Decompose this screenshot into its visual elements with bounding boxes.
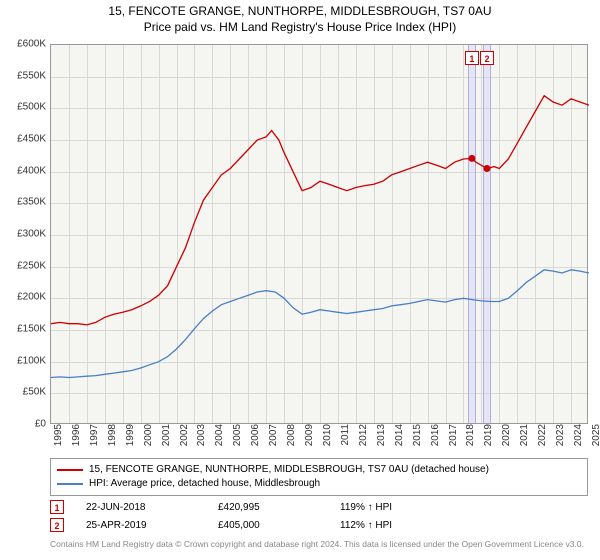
- plot-area: 12: [50, 44, 588, 424]
- y-tick-label: £500K: [2, 102, 46, 113]
- y-tick-label: £250K: [2, 260, 46, 271]
- x-tick-label: 2005: [232, 424, 243, 454]
- y-tick-label: £450K: [2, 134, 46, 145]
- x-tick-label: 1995: [53, 424, 64, 454]
- y-tick-label: £0: [2, 419, 46, 430]
- y-tick-label: £400K: [2, 165, 46, 176]
- y-tick-label: £50K: [2, 387, 46, 398]
- transaction-pct: 119% ↑ HPI: [340, 502, 460, 513]
- x-tick-label: 1998: [107, 424, 118, 454]
- x-tick-label: 2010: [322, 424, 333, 454]
- x-tick-label: 2017: [448, 424, 459, 454]
- legend-row: 15, FENCOTE GRANGE, NUNTHORPE, MIDDLESBR…: [57, 463, 581, 477]
- transaction-date: 25-APR-2019: [86, 520, 196, 531]
- x-tick-label: 1997: [89, 424, 100, 454]
- x-tick-label: 2013: [376, 424, 387, 454]
- transaction-price: £405,000: [218, 520, 318, 531]
- x-tick-label: 2012: [358, 424, 369, 454]
- y-tick-label: £200K: [2, 292, 46, 303]
- x-tick-label: 2024: [573, 424, 584, 454]
- transaction-date: 22-JUN-2018: [86, 502, 196, 513]
- y-tick-label: £300K: [2, 229, 46, 240]
- x-tick-label: 2009: [304, 424, 315, 454]
- transaction-row: 2 25-APR-2019 £405,000 112% ↑ HPI: [50, 518, 588, 532]
- title-sub: Price paid vs. HM Land Registry's House …: [0, 20, 600, 36]
- x-tick-label: 2015: [412, 424, 423, 454]
- legend-row: HPI: Average price, detached house, Midd…: [57, 477, 581, 491]
- x-tick-label: 2004: [214, 424, 225, 454]
- title-block: 15, FENCOTE GRANGE, NUNTHORPE, MIDDLESBR…: [0, 0, 600, 35]
- x-tick-label: 2020: [501, 424, 512, 454]
- x-tick-label: 2002: [179, 424, 190, 454]
- x-tick-label: 2007: [268, 424, 279, 454]
- marker-dot: [468, 155, 475, 162]
- marker-dot: [483, 165, 490, 172]
- x-tick-label: 2014: [394, 424, 405, 454]
- transaction-rows: 1 22-JUN-2018 £420,995 119% ↑ HPI 2 25-A…: [50, 500, 588, 536]
- y-tick-label: £150K: [2, 324, 46, 335]
- legend-swatch: [57, 469, 83, 471]
- legend-swatch: [57, 483, 83, 485]
- legend-label: HPI: Average price, detached house, Midd…: [89, 477, 320, 491]
- y-tick-label: £100K: [2, 355, 46, 366]
- x-tick-label: 2003: [196, 424, 207, 454]
- y-tick-label: £600K: [2, 39, 46, 50]
- transaction-pct: 112% ↑ HPI: [340, 520, 460, 531]
- x-tick-label: 2008: [286, 424, 297, 454]
- marker-badge: 2: [480, 51, 494, 65]
- x-tick-label: 1996: [71, 424, 82, 454]
- series-svg: [51, 45, 589, 425]
- transaction-row: 1 22-JUN-2018 £420,995 119% ↑ HPI: [50, 500, 588, 514]
- x-tick-label: 2016: [430, 424, 441, 454]
- y-tick-label: £350K: [2, 197, 46, 208]
- transaction-badge: 2: [50, 518, 64, 532]
- x-tick-label: 1999: [125, 424, 136, 454]
- x-tick-label: 2023: [555, 424, 566, 454]
- legend-label: 15, FENCOTE GRANGE, NUNTHORPE, MIDDLESBR…: [89, 463, 489, 477]
- title-main: 15, FENCOTE GRANGE, NUNTHORPE, MIDDLESBR…: [0, 4, 600, 20]
- x-tick-label: 2025: [591, 424, 600, 454]
- marker-badge: 1: [465, 51, 479, 65]
- x-tick-label: 2022: [537, 424, 548, 454]
- x-tick-label: 2018: [465, 424, 476, 454]
- x-tick-label: 2019: [483, 424, 494, 454]
- footer-note: Contains HM Land Registry data © Crown c…: [50, 540, 588, 550]
- series-property: [51, 96, 589, 325]
- x-tick-label: 2011: [340, 424, 351, 454]
- x-tick-label: 2021: [519, 424, 530, 454]
- transaction-badge: 1: [50, 500, 64, 514]
- x-tick-label: 2000: [143, 424, 154, 454]
- series-hpi: [51, 270, 589, 378]
- transaction-price: £420,995: [218, 502, 318, 513]
- x-tick-label: 2001: [161, 424, 172, 454]
- legend: 15, FENCOTE GRANGE, NUNTHORPE, MIDDLESBR…: [50, 458, 588, 496]
- x-tick-label: 2006: [250, 424, 261, 454]
- chart-container: 15, FENCOTE GRANGE, NUNTHORPE, MIDDLESBR…: [0, 0, 600, 560]
- y-tick-label: £550K: [2, 70, 46, 81]
